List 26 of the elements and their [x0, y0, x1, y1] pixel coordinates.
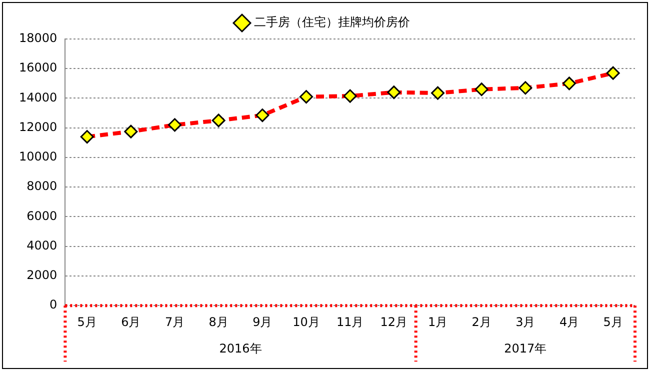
y-tick-label: 2000: [26, 268, 58, 282]
x-tick-label: 5月: [603, 314, 623, 329]
x-tick-label: 7月: [164, 314, 185, 329]
text: 2017年: [504, 342, 547, 356]
y-tick-label: 16000: [18, 60, 58, 75]
y-tick-label: 8000: [26, 179, 58, 194]
x-tick-label: 11月: [336, 314, 364, 329]
y-tick-label: 6000: [26, 208, 58, 223]
legend-label: 二手房（住宅）挂牌均价房价: [254, 15, 410, 30]
y-tick-label: 12000: [18, 120, 58, 134]
text: 2016年: [219, 342, 262, 356]
x-tick-label: 8月: [208, 314, 228, 329]
y-tick-label: 0: [50, 298, 58, 312]
y-tick-label: 4000: [26, 238, 58, 252]
x-tick-label: 2月: [472, 314, 492, 329]
x-tick-label: 3月: [516, 314, 536, 329]
x-tick-label: 1月: [428, 314, 448, 329]
y-tick-label: 10000: [18, 150, 58, 164]
y-tick-label: 18000: [18, 31, 58, 46]
x-tick-label: 9月: [252, 314, 272, 329]
x-tick-label: 6月: [121, 314, 141, 329]
x-tick-label: 12月: [380, 314, 408, 329]
x-tick-label: 4月: [559, 314, 580, 329]
x-tick-label: 10月: [292, 314, 320, 329]
x-tick-label: 5月: [77, 314, 97, 329]
y-tick-label: 14000: [18, 90, 58, 104]
